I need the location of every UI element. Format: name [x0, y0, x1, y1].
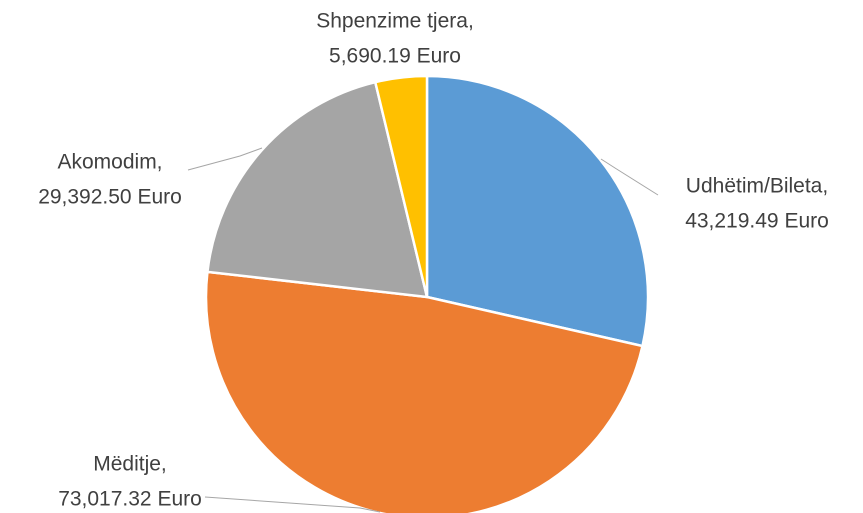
slice-label: Akomodim, — [57, 151, 162, 174]
slice-value-label: 5,690.19 Euro — [329, 45, 461, 68]
pie-slice — [373, 74, 429, 298]
slice-value-label: 29,392.50 Euro — [38, 186, 182, 209]
slice-label: Udhëtim/Bileta, — [686, 175, 828, 198]
leader-line — [600, 158, 659, 196]
slice-label: Shpenzime tjera, — [316, 10, 474, 33]
pie-slice — [204, 270, 644, 513]
leader-line — [204, 496, 381, 513]
slice-label: Mëditje, — [93, 453, 167, 476]
slice-value-label: 73,017.32 Euro — [58, 488, 202, 511]
pie-slice — [206, 80, 429, 299]
slice-value-label: 43,219.49 Euro — [685, 210, 829, 233]
leader-line — [187, 147, 263, 171]
pie-slice — [425, 74, 650, 348]
